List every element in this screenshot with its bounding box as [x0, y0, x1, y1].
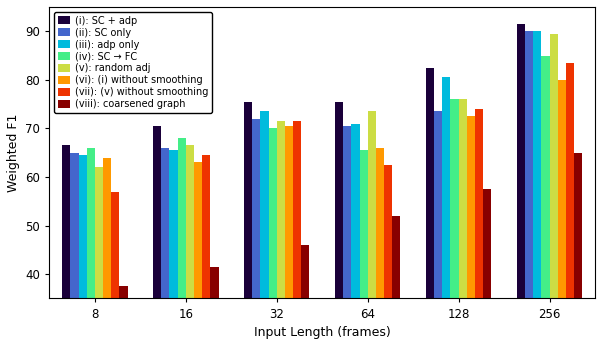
- Bar: [111, 192, 119, 346]
- Bar: [161, 148, 169, 346]
- Bar: [574, 153, 582, 346]
- Bar: [62, 145, 70, 346]
- Bar: [210, 267, 219, 346]
- Bar: [558, 80, 566, 346]
- Bar: [103, 157, 111, 346]
- Bar: [78, 155, 87, 346]
- Bar: [268, 128, 277, 346]
- Bar: [87, 148, 95, 346]
- Bar: [426, 68, 434, 346]
- Legend: (i): SC + adp, (ii): SC only, (iii): adp only, (iv): SC → FC, (v): random adj, (: (i): SC + adp, (ii): SC only, (iii): adp…: [54, 12, 212, 113]
- Bar: [277, 121, 285, 346]
- Bar: [550, 34, 558, 346]
- Bar: [202, 155, 210, 346]
- Bar: [566, 63, 574, 346]
- Bar: [244, 102, 252, 346]
- Bar: [434, 111, 442, 346]
- Bar: [194, 162, 202, 346]
- Bar: [352, 124, 359, 346]
- Bar: [467, 116, 475, 346]
- Bar: [450, 99, 459, 346]
- Bar: [475, 109, 483, 346]
- Bar: [368, 111, 376, 346]
- Bar: [70, 153, 78, 346]
- Bar: [541, 55, 550, 346]
- Bar: [376, 148, 384, 346]
- Bar: [459, 99, 467, 346]
- X-axis label: Input Length (frames): Input Length (frames): [254, 326, 391, 339]
- Bar: [293, 121, 302, 346]
- Bar: [384, 165, 393, 346]
- Bar: [533, 31, 541, 346]
- Bar: [343, 126, 352, 346]
- Bar: [169, 150, 178, 346]
- Bar: [153, 126, 161, 346]
- Bar: [483, 189, 491, 346]
- Bar: [517, 24, 525, 346]
- Bar: [252, 119, 261, 346]
- Y-axis label: Weighted F1: Weighted F1: [7, 113, 20, 192]
- Bar: [285, 126, 293, 346]
- Bar: [393, 216, 400, 346]
- Bar: [178, 138, 186, 346]
- Bar: [261, 111, 268, 346]
- Bar: [95, 167, 103, 346]
- Bar: [302, 245, 309, 346]
- Bar: [442, 78, 450, 346]
- Bar: [525, 31, 533, 346]
- Bar: [186, 145, 194, 346]
- Bar: [335, 102, 343, 346]
- Bar: [359, 150, 368, 346]
- Bar: [119, 286, 128, 346]
